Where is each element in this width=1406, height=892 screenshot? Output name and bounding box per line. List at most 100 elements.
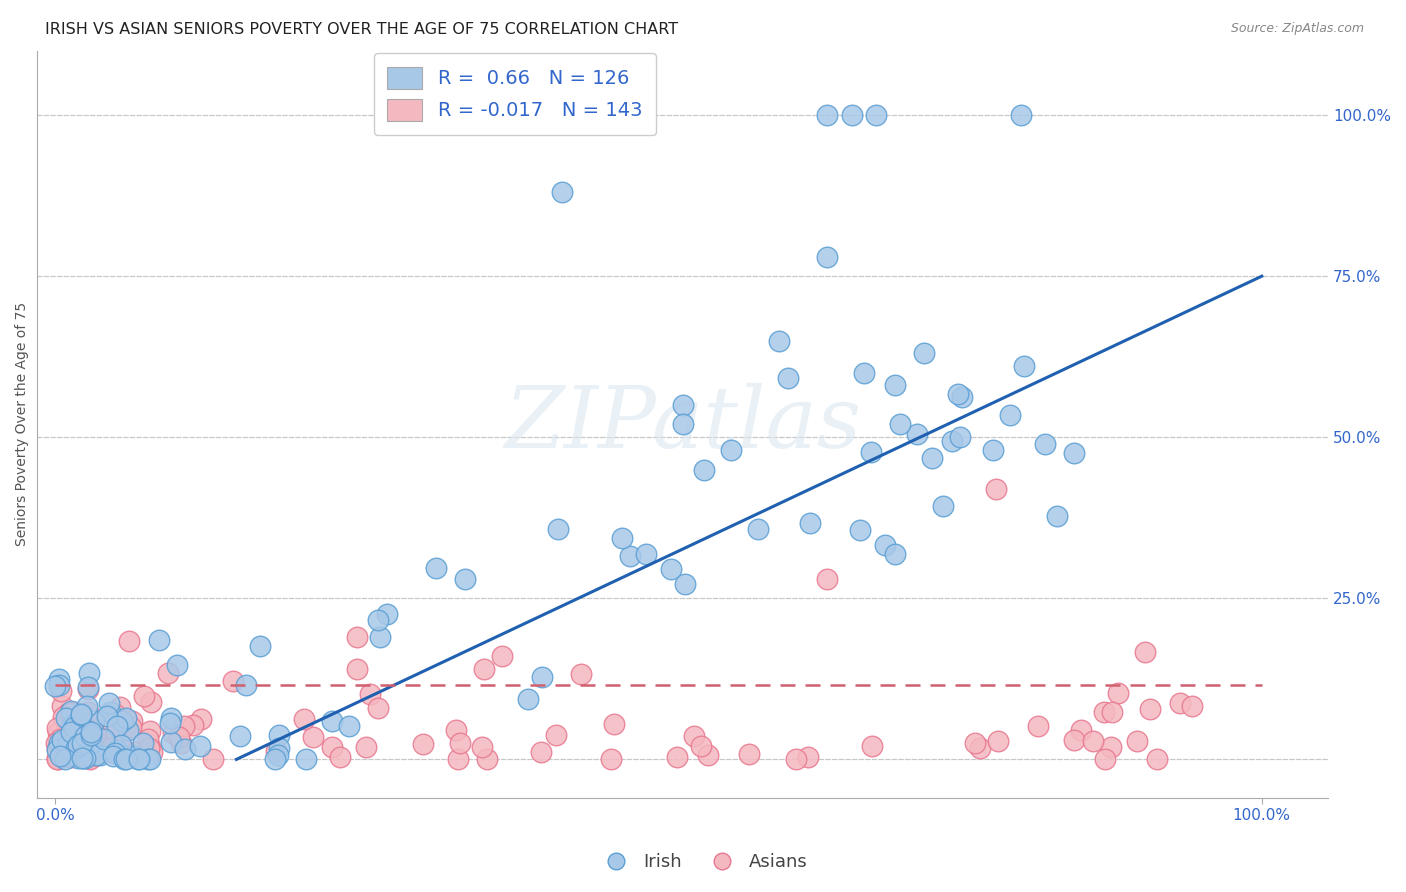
Point	[849, 523, 872, 537]
Point	[659, 561, 682, 575]
Point	[778, 371, 800, 385]
Point	[48, 736, 70, 750]
Point	[49, 748, 72, 763]
Point	[454, 572, 477, 586]
Point	[45, 743, 67, 757]
Point	[120, 720, 142, 734]
Point	[103, 707, 125, 722]
Point	[690, 739, 713, 753]
Point	[675, 577, 697, 591]
Point	[48, 732, 70, 747]
Point	[354, 739, 377, 754]
Point	[1133, 645, 1156, 659]
Point	[377, 607, 399, 621]
Point	[889, 417, 911, 432]
Point	[104, 746, 127, 760]
Point	[817, 572, 839, 586]
Point	[817, 250, 839, 264]
Point	[132, 689, 155, 703]
Point	[93, 732, 115, 747]
Point	[66, 718, 89, 732]
Point	[62, 741, 84, 756]
Point	[77, 681, 100, 696]
Point	[101, 748, 124, 763]
Point	[46, 733, 69, 747]
Point	[115, 752, 138, 766]
Point	[141, 746, 163, 760]
Point	[1146, 752, 1168, 766]
Point	[949, 430, 972, 444]
Point	[884, 547, 907, 561]
Point	[117, 723, 139, 737]
Point	[859, 444, 882, 458]
Point	[768, 334, 790, 348]
Point	[1033, 436, 1056, 450]
Point	[97, 696, 120, 710]
Point	[52, 737, 75, 751]
Point	[80, 737, 103, 751]
Point	[884, 377, 907, 392]
Point	[75, 729, 97, 743]
Point	[941, 434, 963, 448]
Point	[86, 734, 108, 748]
Point	[77, 666, 100, 681]
Point	[128, 752, 150, 766]
Point	[79, 751, 101, 765]
Point	[860, 739, 883, 753]
Point	[65, 720, 87, 734]
Point	[295, 752, 318, 766]
Point	[118, 720, 141, 734]
Point	[160, 711, 183, 725]
Point	[60, 717, 83, 731]
Point	[367, 701, 389, 715]
Point	[51, 741, 73, 756]
Point	[665, 749, 688, 764]
Point	[1101, 705, 1123, 719]
Point	[83, 714, 105, 728]
Point	[100, 740, 122, 755]
Point	[1107, 686, 1129, 700]
Point	[817, 108, 839, 122]
Point	[82, 749, 104, 764]
Point	[76, 698, 98, 713]
Point	[46, 752, 69, 766]
Point	[110, 700, 132, 714]
Point	[70, 706, 93, 721]
Point	[264, 744, 287, 758]
Point	[75, 735, 97, 749]
Point	[599, 752, 621, 766]
Point	[76, 710, 98, 724]
Point	[1026, 719, 1049, 733]
Point	[46, 722, 69, 736]
Point	[83, 747, 105, 762]
Point	[49, 739, 72, 754]
Point	[63, 745, 86, 759]
Point	[67, 724, 90, 739]
Point	[249, 640, 271, 654]
Point	[121, 714, 143, 728]
Point	[1063, 446, 1085, 460]
Point	[160, 735, 183, 749]
Point	[56, 748, 79, 763]
Point	[181, 718, 204, 732]
Point	[370, 631, 392, 645]
Point	[59, 704, 82, 718]
Point	[162, 725, 184, 739]
Point	[1070, 723, 1092, 737]
Point	[117, 634, 139, 648]
Point	[100, 746, 122, 760]
Point	[77, 680, 100, 694]
Point	[84, 727, 107, 741]
Point	[72, 751, 94, 765]
Point	[471, 740, 494, 755]
Point	[60, 724, 83, 739]
Point	[139, 695, 162, 709]
Point	[998, 408, 1021, 422]
Point	[136, 752, 159, 766]
Point	[367, 613, 389, 627]
Point	[48, 678, 70, 692]
Text: ZIPatlas: ZIPatlas	[505, 383, 862, 466]
Point	[96, 709, 118, 723]
Point	[48, 744, 70, 758]
Point	[472, 662, 495, 676]
